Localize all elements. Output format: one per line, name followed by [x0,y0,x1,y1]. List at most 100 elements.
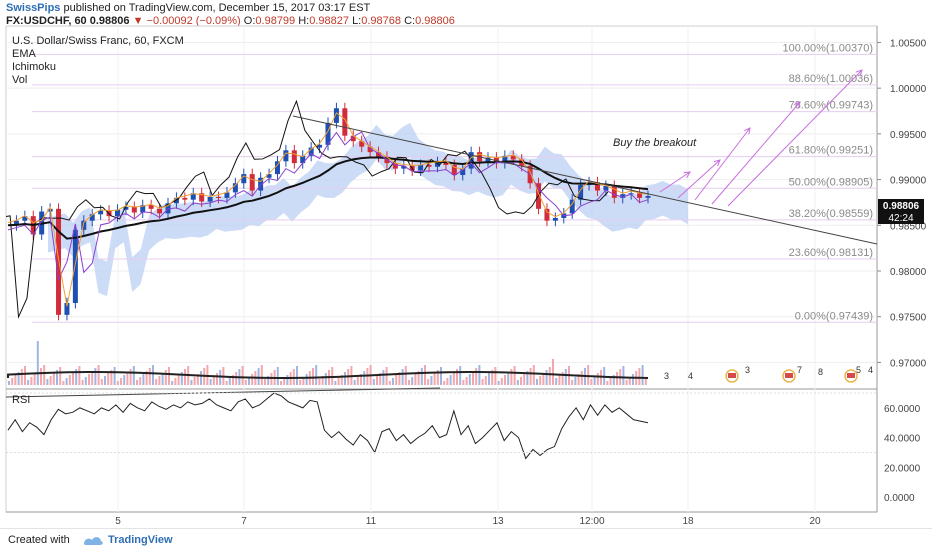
volume-bar [312,368,314,385]
legend-ichimoku[interactable]: Ichimoku [12,61,56,73]
candle-body [544,208,550,221]
legend-rsi[interactable]: RSI [12,394,30,406]
volume-bar [478,365,481,385]
resistance-trendline[interactable] [292,115,878,245]
volume-bar [401,369,404,385]
volume-bar [363,371,366,385]
volume-bar [472,371,474,385]
price-chart[interactable]: 100.00%(1.00370) 88.60%(1.00036) 78.60%(0.… [0,0,932,528]
axes: 0.97000 0.97500 0.98000 0.98500 0.99000 0.995… [115,38,926,527]
volume-bar [65,378,68,385]
candle-body [123,207,129,210]
open-value: 0.98799 [255,15,296,27]
candle-body [325,122,331,145]
rsi-tick-label: 60.0000 [884,404,921,415]
volume-bar [606,381,609,385]
volume-bar [404,366,407,385]
flag-icon [728,373,736,378]
candle-body [182,197,188,200]
publish-text: published on TradingView.com, December 1… [63,2,371,14]
candle-body [603,185,609,191]
volume-bar [283,378,286,385]
volume-bar [536,379,538,385]
volume-bar [628,377,631,385]
volume-bar [209,379,212,385]
volume-bar [542,373,545,385]
time-tick-label: 20 [809,516,821,527]
rsi-tick-label: 40.0000 [884,434,921,445]
volume-bars [7,341,649,385]
volume-bar [94,368,97,385]
volume-bar [494,367,497,385]
volume-bar [36,341,39,385]
volume-bar [180,372,183,385]
candle-body [637,193,643,198]
candle-body [13,220,19,226]
volume-bar [200,371,202,385]
volume-bar [136,380,138,385]
breakout-arrows [659,70,862,207]
author-name[interactable]: SwissPips [6,2,61,14]
candle-body [594,182,600,191]
volume-bar [408,380,410,385]
volume-bar [641,365,644,385]
volume-bar [68,375,71,385]
volume-bar [43,365,46,385]
candle-body [485,157,491,162]
candle-body [291,150,297,164]
volume-bar [84,377,87,385]
legend-ema[interactable]: EMA [12,48,37,60]
candle-body [224,192,230,198]
volume-bar [116,381,119,385]
volume-bar [510,369,513,385]
volume-ma-line [7,371,649,379]
candle-body [460,168,466,176]
volume-bar [548,367,551,385]
candle-body [131,207,137,213]
volume-bar [497,381,500,385]
volume-bar [59,367,62,385]
volume-bar [161,373,164,385]
volume-bar [376,376,378,385]
volume-bar [360,374,362,385]
footer: Created with TradingView [0,528,932,551]
legend-vol[interactable]: Vol [12,74,27,86]
volume-bar [609,378,612,385]
tradingview-brand[interactable]: TradingView [108,534,173,546]
candle-body [72,229,78,303]
volume-bar [78,366,81,385]
volume-bar [62,381,65,385]
candle-body [443,162,449,165]
price-tick-label: 1.00000 [890,84,927,95]
volume-bar [100,379,103,385]
volume-bar [513,366,516,385]
price-tick-label: 0.99500 [890,130,927,141]
candle-body [359,141,365,147]
volume-bar [296,366,298,385]
volume-bar [334,381,337,385]
event-count: 3 [664,371,669,381]
candle-body [216,196,222,198]
price-tick-label: 0.97500 [890,313,927,324]
last-price-tag-bg [878,199,924,212]
volume-bar [616,372,618,385]
volume-bar [593,376,596,385]
candle-body [207,196,213,202]
volume-bar [344,372,346,385]
volume-bar [574,377,577,385]
volume-bar [372,379,375,385]
volume-bar [385,367,388,385]
fib-label: 88.60%(1.00036) [789,73,873,85]
volume-bar [24,366,26,385]
volume-bar [126,372,129,385]
rsi-tick-label: 0.0000 [884,493,915,504]
event-count: 4 [688,371,693,381]
candle-body [552,217,558,221]
volume-bar [158,376,161,385]
volume-bar [241,366,244,385]
volume-bar [558,375,561,385]
volume-bar [366,368,369,385]
price-tick-label: 0.97000 [890,358,927,369]
volume-bar [443,381,446,385]
volume-bar [52,373,55,385]
